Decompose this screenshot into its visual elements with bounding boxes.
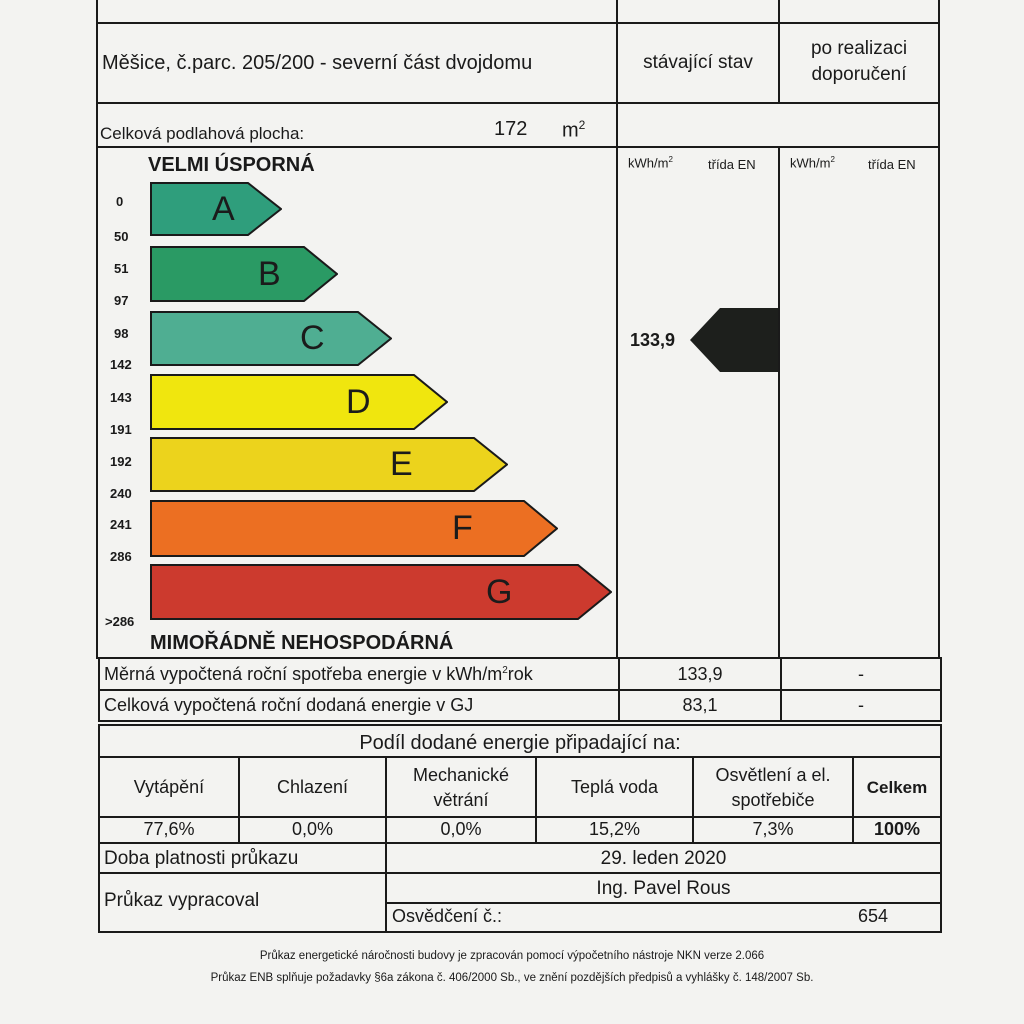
scale-top-label: VELMI ÚSPORNÁ <box>148 154 315 176</box>
range-c-from: 98 <box>114 326 129 341</box>
share-ventilation-label-2: větrání <box>433 790 489 810</box>
share-heating-label: Vytápění <box>133 777 205 797</box>
validity-label: Doba platnosti průkazu <box>104 848 299 869</box>
column-current-state: stávající stav <box>643 52 753 73</box>
class-letter-b: B <box>258 254 281 293</box>
total-energy-after: - <box>858 695 864 715</box>
range-c-to: 142 <box>110 357 132 372</box>
class-header-after: třída EN <box>868 157 916 172</box>
share-cooling-value: 0,0% <box>291 819 334 839</box>
range-f-from: 241 <box>110 517 132 532</box>
class-arrow-f: F <box>150 500 558 557</box>
author-label: Průkaz vypracoval <box>104 890 260 911</box>
class-letter-f: F <box>452 509 473 547</box>
class-arrow-c: C <box>150 311 392 366</box>
scale-bottom-label: MIMOŘÁDNĚ NEHOSPODÁRNÁ <box>150 632 454 654</box>
range-f-to: 286 <box>110 549 132 564</box>
share-title: Podíl dodané energie připadající na: <box>359 732 681 754</box>
range-d-to: 191 <box>110 422 132 437</box>
share-total-value: 100% <box>873 819 921 839</box>
share-lighting-label-1: Osvětlení a el. <box>715 765 831 785</box>
certificate-number: 654 <box>858 906 889 926</box>
specific-consumption-label: Měrná vypočtená roční spotřeba energie v… <box>104 664 533 684</box>
footer-line-1: Průkaz energetické náročnosti budovy je … <box>259 950 765 962</box>
class-letter-c: C <box>300 319 325 357</box>
class-letter-a: A <box>212 189 235 228</box>
class-arrow-d: D <box>150 374 448 430</box>
class-arrow-a: A <box>150 182 282 236</box>
certificate-label: Osvědčení č.: <box>392 906 503 926</box>
range-b-from: 51 <box>114 261 129 276</box>
share-hot-water-value: 15,2% <box>588 819 641 839</box>
class-arrow-b: B <box>150 246 338 302</box>
share-lighting-value: 7,3% <box>752 819 794 839</box>
class-arrow-g: G <box>150 564 612 620</box>
range-d-from: 143 <box>110 390 132 405</box>
column-after-line1: po realizaci <box>810 38 908 59</box>
range-e-from: 192 <box>110 454 132 469</box>
share-ventilation-value: 0,0% <box>440 819 482 839</box>
property-title: Měšice, č.parc. 205/200 - severní část d… <box>102 52 533 74</box>
current-value-label: 133,9 <box>630 330 676 350</box>
author-name: Ing. Pavel Rous <box>596 878 731 899</box>
floor-area-value: 172 <box>494 118 528 140</box>
share-hot-water-label: Teplá voda <box>570 777 659 797</box>
range-e-to: 240 <box>110 486 132 501</box>
column-after-line2: doporučení <box>811 64 907 85</box>
floor-area-unit: m2 <box>562 118 586 142</box>
footer-line-2: Průkaz ENB splňuje požadavky §6a zákona … <box>210 972 814 984</box>
class-letter-g: G <box>486 572 513 611</box>
share-total-label: Celkem <box>866 778 928 797</box>
specific-consumption-current: 133,9 <box>677 664 723 684</box>
share-ventilation-label-1: Mechanické <box>412 765 510 785</box>
class-arrow-e: E <box>150 437 508 492</box>
share-cooling-label: Chlazení <box>276 777 349 797</box>
validity-date: 29. leden 2020 <box>600 848 727 869</box>
class-letter-e: E <box>390 445 413 483</box>
class-letter-d: D <box>346 382 371 421</box>
total-energy-label: Celková vypočtená roční dodaná energie v… <box>104 695 474 715</box>
specific-consumption-after: - <box>858 664 864 684</box>
share-lighting-label-2: spotřebiče <box>731 790 815 810</box>
floor-area-label: Celková podlahová plocha: <box>100 124 305 143</box>
range-a-to: 50 <box>114 229 129 244</box>
current-class-marker <box>690 308 778 372</box>
unit-header-after: kWh/m2 <box>790 155 835 171</box>
range-g-from: >286 <box>105 614 135 629</box>
class-header-current: třída EN <box>708 157 756 172</box>
unit-header-current: kWh/m2 <box>628 155 673 171</box>
total-energy-current: 83,1 <box>682 695 718 715</box>
range-b-to: 97 <box>114 293 129 308</box>
share-heating-value: 77,6% <box>143 819 195 839</box>
range-a-from: 0 <box>116 194 124 209</box>
